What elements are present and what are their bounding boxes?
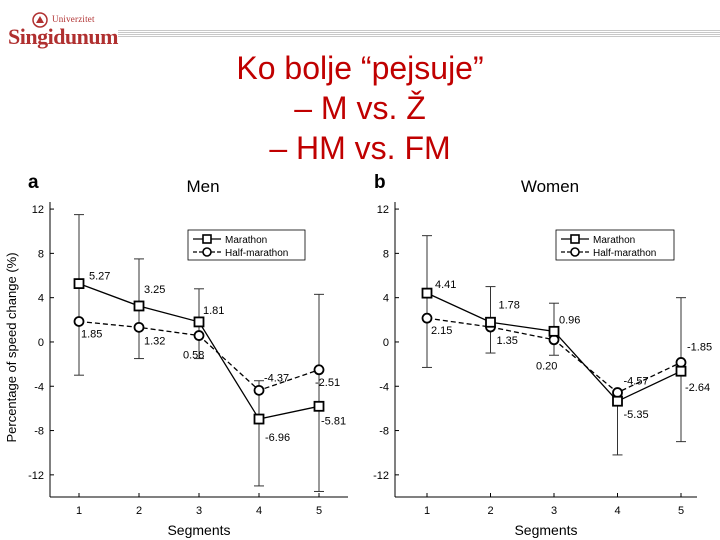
x-tick-label: 4 [256,505,262,517]
marathon-data-label: 3.25 [144,284,165,296]
half-marathon-point [675,357,687,368]
title-line-2: – M vs. Ž [294,90,426,126]
slide-title: Ko bolje “pejsuje” – M vs. Ž – HM vs. FM [150,48,570,168]
marathon-data-label: 1.78 [499,299,520,311]
legend-label-marathon: Marathon [593,235,635,246]
legend-marker-half-marathon [202,247,212,257]
legend: Marathon Half-marathon [555,229,675,261]
marathon-data-label: 4.41 [435,279,456,291]
x-tick-label: 2 [136,505,142,517]
y-tick-label: 12 [32,204,44,216]
y-tick-label: -12 [28,470,44,482]
marathon-point [313,400,325,412]
x-tick-label: 4 [614,505,620,517]
half-marathon-point [313,364,325,376]
half-marathon-data-label: -4.57 [624,376,649,388]
x-tick-label: 1 [424,505,430,517]
marathon-point [253,413,265,425]
y-tick-label: 12 [377,204,389,216]
legend-marker-marathon [202,234,212,244]
half-marathon-data-label: -2.51 [315,377,340,389]
x-axis-label: Segments [514,522,577,538]
title-line-3: – HM vs. FM [269,130,451,166]
marathon-point [193,316,205,328]
y-tick-label: -12 [373,470,389,482]
y-tick-label: 8 [38,248,44,260]
legend-marker-half-marathon [570,247,580,257]
y-tick-label: -8 [34,426,44,438]
y-tick-label: 4 [38,293,44,305]
half-marathon-point [253,384,265,396]
legend-label-marathon: Marathon [225,235,267,246]
half-marathon-point [612,387,623,398]
half-marathon-data-label: 0.20 [536,361,557,373]
marathon-point [612,395,623,407]
marathon-point [133,300,145,312]
legend-marker-marathon [570,234,580,244]
logo-top-text: Univerzitet [52,14,95,24]
panel-title: Men [186,177,219,196]
half-marathon-data-label: 1.35 [497,335,518,347]
half-marathon-data-label: -1.85 [687,341,712,353]
half-marathon-point [73,316,85,327]
marathon-data-label: -5.81 [321,415,346,427]
half-marathon-data-label: 0.58 [183,350,204,362]
y-tick-label: -8 [379,426,389,438]
panel-letter: b [374,172,386,193]
marathon-point [548,325,560,337]
marathon-data-label: 5.27 [89,271,110,283]
y-tick-label: 8 [383,248,389,260]
legend-label-half-marathon: Half-marathon [225,248,288,259]
x-tick-label: 3 [196,505,202,517]
marathon-point [485,316,496,328]
y-tick-label: 0 [38,337,44,349]
logo-main-text: Singidunum [8,24,118,49]
y-tick-label: -4 [34,381,44,393]
x-tick-label: 5 [678,505,684,517]
x-tick-label: 1 [76,505,82,517]
marathon-point [73,278,85,290]
x-tick-label: 3 [551,505,557,517]
marathon-data-label: -5.35 [624,409,649,421]
x-axis-label: Segments [167,522,230,538]
marathon-data-label: -6.96 [265,432,290,444]
crest-icon [32,12,48,28]
y-tick-label: 4 [383,293,389,305]
marathon-point [675,365,687,377]
panel-title: Women [521,177,579,196]
legend: Marathon Half-marathon [187,229,306,261]
header-rule [118,30,720,38]
half-marathon-data-label: -4.37 [264,372,289,384]
half-marathon-point [133,321,145,333]
legend-label-half-marathon: Half-marathon [593,248,656,259]
half-marathon-data-label: 1.85 [81,328,102,340]
y-tick-label: -4 [379,381,389,393]
half-marathon-data-label: 2.15 [431,325,452,337]
y-tick-label: 0 [383,337,389,349]
marathon-data-label: 0.96 [559,314,580,326]
marathon-data-label: -2.64 [685,382,710,394]
panel-letter: a [28,172,39,193]
x-tick-label: 5 [316,505,322,517]
half-marathon-point [193,330,205,341]
marathon-data-label: 1.81 [203,305,224,317]
title-line-1: Ko bolje “pejsuje” [236,50,484,86]
x-tick-label: 2 [487,505,493,517]
half-marathon-data-label: 1.32 [144,335,165,347]
marathon-point [421,287,433,299]
university-logo: Univerzitet Singidunum [8,8,118,49]
y-axis-label: Percentage of speed change (%) [4,252,19,442]
half-marathon-point [421,312,433,324]
